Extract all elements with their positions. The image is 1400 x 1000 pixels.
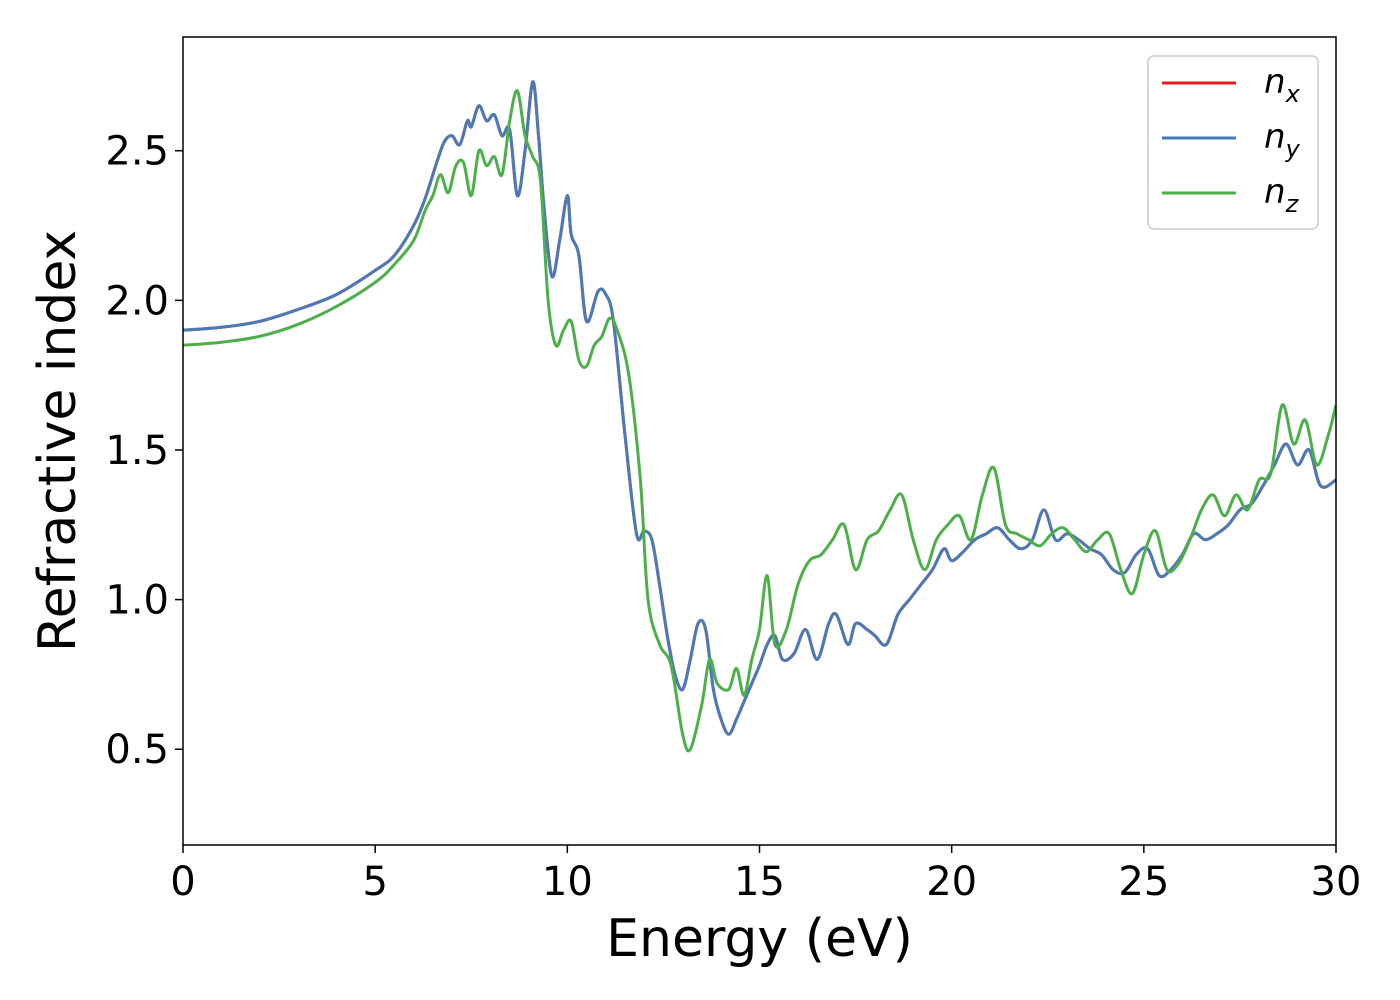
x-tick-label: 15 — [734, 859, 785, 905]
series-line-nz — [183, 89, 1336, 753]
y-tick-label: 2.5 — [105, 129, 169, 175]
y-tick-label: 1.0 — [105, 578, 169, 624]
series-layer — [183, 80, 1336, 753]
legend-box — [1147, 55, 1319, 230]
legend-label-ny: ny — [1264, 117, 1301, 163]
y-tick-label: 0.5 — [105, 727, 169, 773]
x-axis-label: Energy (eV) — [606, 909, 913, 969]
x-tick-label: 20 — [926, 859, 977, 905]
x-tick-label: 5 — [362, 859, 387, 905]
series-line-ny — [183, 80, 1336, 736]
legend-label-nx: nx — [1264, 62, 1301, 108]
y-axis: 0.5 1.0 1.5 2.0 2.5 — [105, 129, 183, 773]
y-tick-label: 1.5 — [105, 428, 169, 474]
legend: nx ny nz — [1147, 55, 1319, 230]
x-tick-label: 0 — [170, 859, 195, 905]
x-tick-label: 10 — [542, 859, 593, 905]
x-axis: 0 5 10 15 20 25 30 — [170, 845, 1361, 905]
legend-label-nz: nz — [1264, 172, 1300, 218]
x-tick-label: 25 — [1118, 859, 1169, 905]
x-tick-label: 30 — [1311, 859, 1362, 905]
y-tick-label: 2.0 — [105, 278, 169, 324]
y-axis-label: Refractive index — [28, 230, 88, 652]
